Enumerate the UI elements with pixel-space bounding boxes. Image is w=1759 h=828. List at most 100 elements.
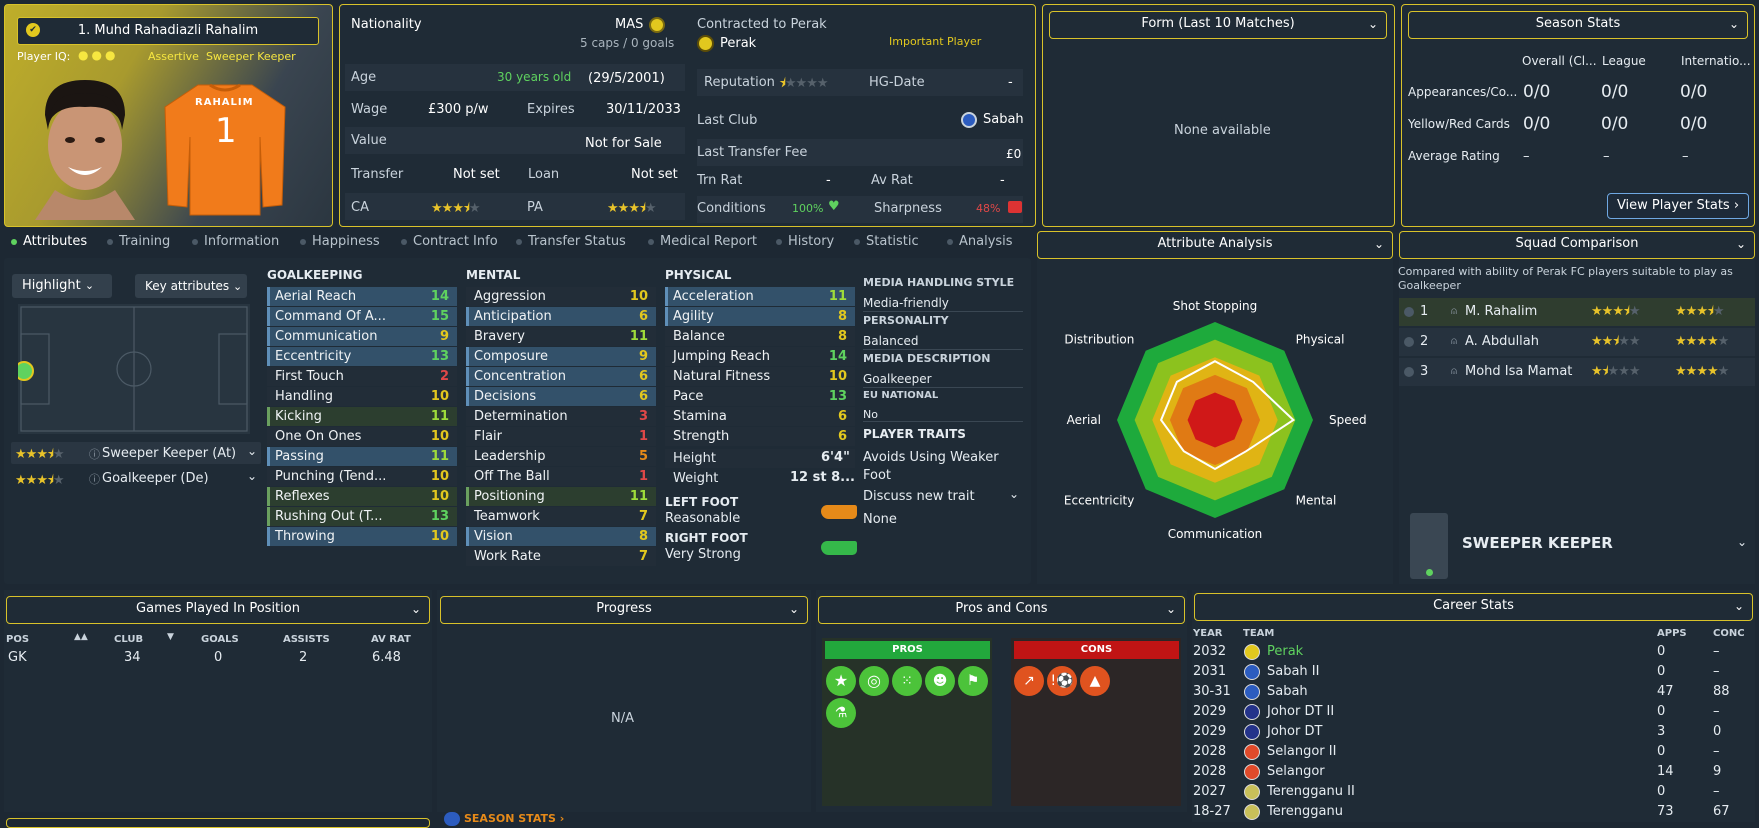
radar-axis-label: Communication [1168,527,1263,541]
tab-history[interactable]: History [776,234,834,249]
career-team: Johor DT II [1267,704,1335,719]
pro-flag-icon[interactable]: ⚑ [958,666,988,696]
attribute-row[interactable]: Kicking 11 [267,407,457,426]
attribute-row[interactable]: One On Ones 10 [267,427,457,446]
attribute-row[interactable]: Aerial Reach 14 [267,287,457,306]
tab-transfer-status[interactable]: Transfer Status [516,234,626,249]
attribute-row[interactable]: Jumping Reach 14 [665,347,855,366]
tab-training[interactable]: Training [107,234,170,249]
season-col-2: Internatio... [1681,54,1751,68]
pro-tactics-icon[interactable]: ⁙ [892,666,922,696]
attribute-name: Vision [474,529,513,544]
pro-star-icon[interactable]: ★ [826,666,856,696]
attribute-row[interactable]: Stamina 6 [665,407,855,426]
attribute-row[interactable]: Acceleration 11 [665,287,855,306]
attribute-row[interactable]: Concentration 6 [466,367,656,386]
progress-dropdown[interactable]: Progress ⌄ [440,596,808,624]
career-row[interactable]: 2032 Perak 0 – [1193,642,1753,662]
view-player-stats-button[interactable]: View Player Stats › [1607,193,1749,219]
games-dropdown[interactable]: Games Played In Position ⌄ [6,596,430,624]
attribute-name: Eccentricity [275,349,352,364]
attribute-row[interactable]: Command Of A... 15 [267,307,457,326]
career-team: Johor DT [1267,724,1323,739]
proscons-dropdown[interactable]: Pros and Cons ⌄ [818,596,1185,624]
career-row[interactable]: 2027 Terengganu II 0 – [1193,782,1753,802]
tab-happiness[interactable]: Happiness [300,234,380,249]
attribute-value: 8 [837,329,847,344]
attribute-value: 13 [430,349,449,364]
lastclub-link[interactable]: Sabah [983,112,1024,127]
attribute-row[interactable]: Handling 10 [267,387,457,406]
attribute-row[interactable]: First Touch 2 [267,367,457,386]
tab-analysis[interactable]: Analysis [947,234,1013,249]
tab-information[interactable]: Information [192,234,279,249]
radar-axis-label: Eccentricity [1064,494,1134,508]
attribute-row[interactable]: Punching (Tend... 10 [267,467,457,486]
career-row[interactable]: 2028 Selangor II 0 – [1193,742,1753,762]
career-row[interactable]: 2031 Sabah II 0 – [1193,662,1753,682]
attribute-row[interactable]: Anticipation 6 [466,307,656,326]
attribute-row[interactable]: Aggression 10 [466,287,656,306]
squad-dropdown[interactable]: Squad Comparison ⌄ [1399,231,1755,259]
con-cone-icon[interactable]: ▲ [1080,666,1110,696]
attribute-row[interactable]: Flair 1 [466,427,656,446]
attribute-row[interactable]: Balance 8 [665,327,855,346]
attribute-row[interactable]: Throwing 10 [267,527,457,546]
attribute-row[interactable]: Communication 9 [267,327,457,346]
attribute-row[interactable]: Composure 9 [466,347,656,366]
key-attributes-dropdown[interactable]: Key attributes ⌄ [135,274,247,298]
tab-contract-info[interactable]: Contract Info [401,234,498,249]
career-apps: 0 [1657,644,1666,659]
games-avrat: 6.48 [372,650,401,665]
season-dropdown[interactable]: Season Stats ⌄ [1408,11,1748,39]
career-dropdown[interactable]: Career Stats ⌄ [1194,593,1753,621]
squad-row[interactable]: 3 ⍝ Mohd Isa Mamat ★⯨★★★ ★★★★★ [1399,358,1755,386]
season-stats-link[interactable]: SEASON STATS › [444,812,564,826]
attribute-row[interactable]: Pace 13 [665,387,855,406]
con-warning-ball-icon[interactable]: !⚽ [1047,666,1077,696]
highlight-dropdown[interactable]: Highlight ⌄ [12,274,112,298]
career-row[interactable]: 18-27 Terengganu 73 67 [1193,802,1753,822]
career-row[interactable]: 2028 Selangor 14 9 [1193,762,1753,782]
attribute-row[interactable]: Bravery 11 [466,327,656,346]
attribute-row[interactable]: Rushing Out (T... 13 [267,507,457,526]
weight-label: Weight [673,471,719,486]
squad-row[interactable]: 2 ⍝ A. Abdullah ★★⯨★★ ★★★★★ [1399,328,1755,356]
attribute-row[interactable]: Determination 3 [466,407,656,426]
attribute-row[interactable]: Off The Ball 1 [466,467,656,486]
attribute-row[interactable]: Vision 8 [466,527,656,546]
tab-attributes[interactable]: Attributes [11,234,87,249]
role-row-1[interactable] [11,442,261,464]
attribute-row[interactable]: Leadership 5 [466,447,656,466]
form-dropdown[interactable]: Form (Last 10 Matches) ⌄ [1049,11,1387,39]
attribute-row[interactable]: Eccentricity 13 [267,347,457,366]
tab-statistic[interactable]: Statistic [854,234,919,249]
career-row[interactable]: 30-31 Sabah 47 88 [1193,682,1753,702]
shirt-number: 1 [215,111,237,151]
attribute-name: Work Rate [474,549,541,564]
tab-medical-report[interactable]: Medical Report [648,234,757,249]
discuss-trait-dropdown[interactable]: Discuss new trait ⌄ [863,487,1023,509]
chevron-down-icon: ⌄ [788,602,799,616]
analysis-dropdown[interactable]: Attribute Analysis ⌄ [1037,231,1393,259]
attribute-row[interactable]: Passing 11 [267,447,457,466]
pro-target-icon[interactable]: ◎ [859,666,889,696]
attribute-row[interactable]: Decisions 6 [466,387,656,406]
attribute-row[interactable]: Positioning 11 [466,487,656,506]
career-row[interactable]: 2029 Johor DT II 0 – [1193,702,1753,722]
season-row-2-v0: – [1523,149,1530,164]
attribute-row[interactable]: Agility 8 [665,307,855,326]
career-row[interactable]: 2029 Johor DT 3 0 [1193,722,1753,742]
attribute-row[interactable]: Reflexes 10 [267,487,457,506]
pro-mind-icon[interactable]: ☻ [925,666,955,696]
club-link[interactable]: Perak [720,36,757,51]
con-trend-icon[interactable]: ↗ [1014,666,1044,696]
bottom-dropdown-partial[interactable] [6,818,430,828]
attribute-row[interactable]: Work Rate 7 [466,547,656,566]
pro-flask-icon[interactable]: ⚗ [826,698,856,728]
attribute-row[interactable]: Strength 6 [665,427,855,446]
season-row-0-v0: 0/0 [1523,82,1551,102]
squad-row[interactable]: 1 ⍝ M. Rahalim ★★★⯨★ ★★★⯨★ [1399,298,1755,326]
attribute-row[interactable]: Teamwork 7 [466,507,656,526]
attribute-row[interactable]: Natural Fitness 10 [665,367,855,386]
